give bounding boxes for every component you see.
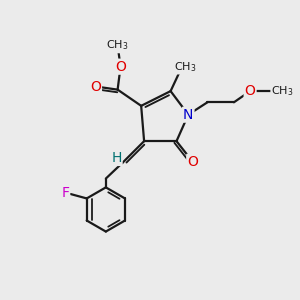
Text: CH$_3$: CH$_3$ xyxy=(271,84,294,98)
Text: F: F xyxy=(61,186,69,200)
Text: O: O xyxy=(90,80,101,94)
Text: O: O xyxy=(115,60,126,74)
Text: CH$_3$: CH$_3$ xyxy=(106,39,129,52)
Text: CH$_3$: CH$_3$ xyxy=(174,60,197,74)
Text: H: H xyxy=(111,151,122,165)
Text: O: O xyxy=(245,84,256,98)
Text: O: O xyxy=(187,155,198,169)
Text: N: N xyxy=(183,108,194,122)
